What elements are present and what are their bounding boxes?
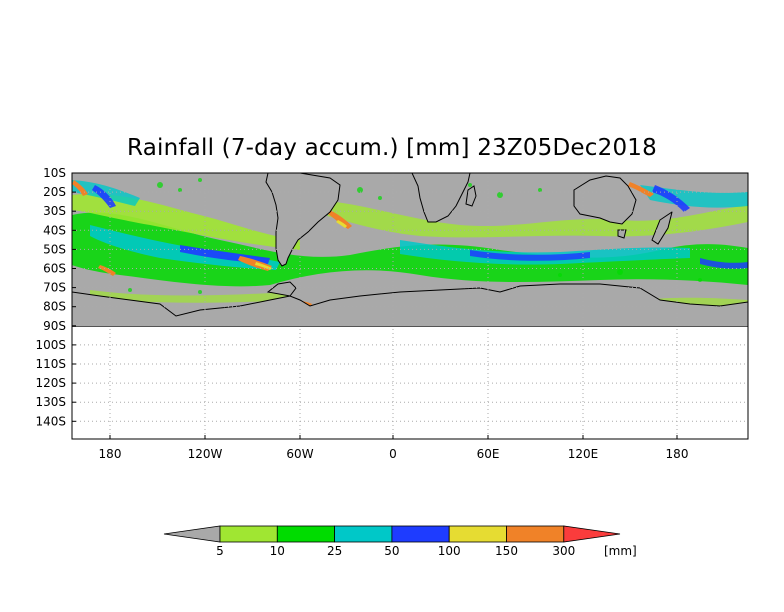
lat-label: 80S bbox=[43, 300, 66, 314]
lat-label: 60S bbox=[43, 262, 66, 276]
map-frame bbox=[71, 172, 749, 440]
longitude-labels: 180 120W 60W 0 60E 120E 180 bbox=[99, 435, 689, 461]
lat-label: 30S bbox=[43, 204, 66, 218]
colorbar-label: 50 bbox=[384, 544, 399, 558]
colorbar: 5 10 25 50 100 150 300 [mm] bbox=[163, 525, 637, 558]
colorbar-bin bbox=[163, 525, 221, 543]
south-america-coastline bbox=[265, 173, 341, 267]
lat-label: 50S bbox=[43, 242, 66, 256]
colorbar-label: 100 bbox=[438, 544, 461, 558]
lon-label: 0 bbox=[389, 447, 397, 461]
lat-label: 90S bbox=[43, 319, 66, 333]
colorbar-label: 150 bbox=[495, 544, 518, 558]
colorbar-bin bbox=[448, 525, 507, 543]
tasmania-coastline bbox=[617, 229, 627, 239]
lat-label: 140S bbox=[35, 414, 66, 428]
new-zealand-coastline bbox=[651, 210, 673, 245]
madagascar-coastline bbox=[465, 185, 477, 207]
lon-label: 180 bbox=[99, 447, 122, 461]
map-title: Rainfall (7-day accum.) [mm] 23Z05Dec201… bbox=[127, 135, 657, 161]
coastlines bbox=[72, 173, 748, 327]
lat-label: 20S bbox=[43, 185, 66, 199]
colorbar-label: 25 bbox=[327, 544, 342, 558]
australia-coastline bbox=[573, 175, 637, 225]
gridlines bbox=[72, 173, 748, 439]
antarctica-coastline bbox=[72, 283, 748, 327]
colorbar-bin bbox=[391, 525, 450, 543]
colorbar-bin bbox=[276, 525, 335, 543]
colorbar-bin bbox=[219, 525, 278, 543]
lat-label: 100S bbox=[35, 338, 66, 352]
africa-coastline bbox=[411, 173, 471, 223]
rainfall-bands bbox=[72, 178, 748, 307]
colorbar-label: 300 bbox=[552, 544, 575, 558]
lat-label: 70S bbox=[43, 281, 66, 295]
colorbar-bin bbox=[563, 525, 621, 543]
lon-label: 120E bbox=[568, 447, 599, 461]
colorbar-unit: [mm] bbox=[604, 544, 637, 558]
antarctic-peninsula-coastline bbox=[266, 281, 297, 297]
colorbar-bin bbox=[506, 525, 565, 543]
colorbar-bin bbox=[334, 525, 393, 543]
lon-label: 60W bbox=[286, 447, 313, 461]
colorbar-label: 10 bbox=[270, 544, 285, 558]
lon-label: 60E bbox=[477, 447, 500, 461]
lon-label: 120W bbox=[188, 447, 223, 461]
lat-label: 10S bbox=[43, 166, 66, 180]
lon-label: 180 bbox=[666, 447, 689, 461]
lat-label: 40S bbox=[43, 223, 66, 237]
lat-label: 110S bbox=[35, 357, 66, 371]
latitude-labels: 10S 20S 30S 40S 50S 60S 70S 80S 90S 100S 110S 120S 1… bbox=[35, 166, 76, 428]
colorbar-label: 5 bbox=[216, 544, 224, 558]
lat-label: 130S bbox=[35, 395, 66, 409]
lat-label: 120S bbox=[35, 376, 66, 390]
